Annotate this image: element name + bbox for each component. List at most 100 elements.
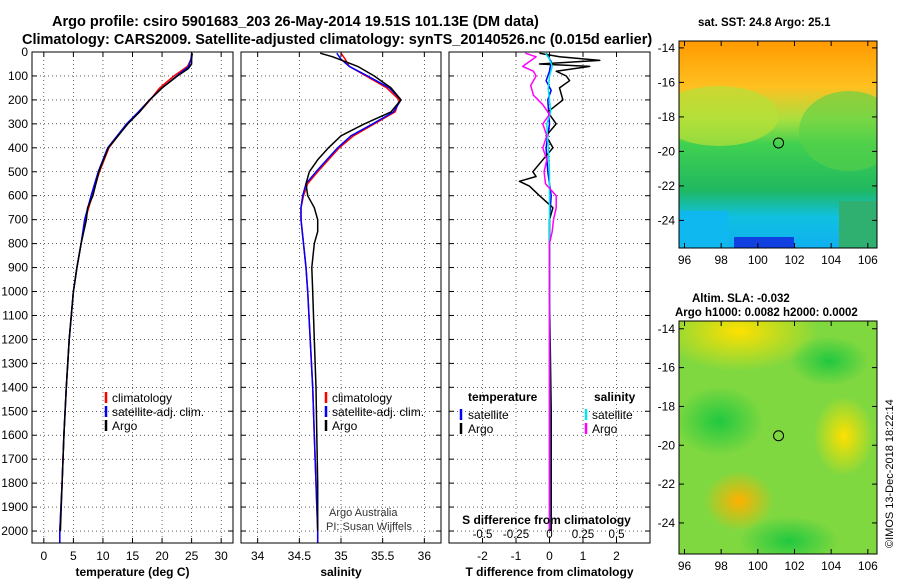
- map-x-tick-label: 96: [678, 253, 692, 267]
- map-x-tick-label: 96: [678, 559, 692, 573]
- legend-header-salinity: salinity: [594, 390, 636, 404]
- map-frame: [678, 40, 878, 249]
- x-tick-label: 34: [251, 549, 265, 563]
- credit-line-2: PI: Susan Wijffels: [326, 521, 412, 533]
- y-tick-label: 1800: [1, 476, 28, 490]
- panel-salinity: 34 34.5 35 35.5 36 salinity climatologysatelli…: [240, 51, 442, 579]
- secondary-x-tick-label: 0.5: [609, 529, 625, 541]
- secondary-x-tick-label: 0.25: [572, 529, 594, 541]
- y-tick-label: 600: [8, 189, 28, 203]
- map-y-tick-label: -20: [658, 438, 676, 452]
- map-x-tick-label: 102: [784, 559, 804, 573]
- sla-low: [789, 336, 869, 386]
- x-tick-label: -2: [477, 549, 488, 563]
- legend-label: climatology: [112, 391, 172, 405]
- x-tick-label: 0: [40, 549, 47, 563]
- sst-features: [679, 86, 877, 248]
- y-tick-label: 1900: [1, 500, 28, 514]
- x-tick-label: 35: [334, 549, 348, 563]
- sst-patch: [839, 201, 877, 248]
- x-tick-label: 5: [70, 549, 77, 563]
- map-y-tick-label: -22: [658, 477, 676, 491]
- map-x-tick-label: 104: [821, 253, 841, 267]
- legend-label: satellite-adj. clim.: [112, 405, 204, 419]
- credit-line-1: Argo Australia: [329, 507, 398, 519]
- x-tick-label: 10: [96, 549, 110, 563]
- map-y-tick-label: -24: [658, 213, 676, 227]
- y-tick-label: 1300: [1, 356, 28, 370]
- map-y-tick-label: -20: [658, 144, 676, 158]
- profile-location-marker: [773, 137, 785, 149]
- map-x-tick-label: 102: [784, 253, 804, 267]
- y-tick-label: 1400: [1, 380, 28, 394]
- sst-map-title: sat. SST: 24.8 Argo: 25.1: [698, 17, 831, 29]
- y-tick-label: 100: [8, 69, 28, 83]
- y-tick-label: 1600: [1, 428, 28, 442]
- map-y-tick-label: -22: [658, 179, 676, 193]
- sla-peak: [704, 471, 774, 531]
- legend-label: satellite: [468, 408, 509, 422]
- series-line-argo: [305, 52, 402, 531]
- panel-differences: -2 -1 0 1 2 T difference from climatology temp…: [448, 51, 651, 579]
- secondary-x-tick-label: -0.25: [503, 529, 529, 541]
- map-frame: [678, 320, 878, 555]
- legend-label: climatology: [332, 391, 392, 405]
- x-axis-label: temperature (deg C): [75, 565, 189, 579]
- sla-low: [679, 386, 764, 456]
- sla-high: [814, 396, 874, 476]
- sst-cool-patch: [679, 211, 729, 248]
- y-tick-label: 2000: [1, 524, 28, 538]
- satellite-maps: 96 98 100 102 104 106 -14 -16 -18 -20 -22 -24 96 98 10…: [658, 40, 878, 573]
- secondary-x-tick-label: 0: [546, 529, 552, 541]
- legend-label: Argo: [592, 422, 618, 436]
- x-tick-label: 34.5: [288, 549, 312, 563]
- x-tick-label: 20: [155, 549, 169, 563]
- panel-temperature: 0 5 10 15 20 25 30 temperature (deg C) 0 100 200 30…: [1, 45, 234, 579]
- panel-background: [241, 52, 441, 543]
- x-axis-label: T difference from climatology: [465, 565, 633, 579]
- sst-map: 96 98 100 102 104 106 -14 -16 -18 -20 -22 -24: [658, 40, 878, 267]
- sla-low: [739, 516, 839, 554]
- x-axis-label: salinity: [320, 565, 362, 579]
- y-tick-label: 200: [8, 93, 28, 107]
- map-y-tick-label: -14: [658, 322, 676, 336]
- map-x-tick-label: 100: [748, 559, 768, 573]
- y-tick-label: 1200: [1, 332, 28, 346]
- series-line-argo: [521, 52, 557, 531]
- map-y-tick-label: -18: [658, 399, 676, 413]
- secondary-x-tick-label: -0.5: [473, 529, 493, 541]
- legend-label: Argo: [332, 419, 358, 433]
- legend-label: Argo: [112, 419, 138, 433]
- sla-features: [679, 321, 874, 554]
- map-y-tick-label: -14: [658, 41, 676, 55]
- y-tick-label: 900: [8, 261, 28, 275]
- sst-cold-patch: [734, 237, 794, 248]
- x-tick-label: -1: [511, 549, 522, 563]
- sla-map-title-2: Argo h1000: 0.0082 h2000: 0.0002: [675, 307, 858, 319]
- y-tick-label: 1700: [1, 452, 28, 466]
- legend-label: Argo: [468, 422, 494, 436]
- series-line-argo: [59, 53, 193, 532]
- y-tick-label: 800: [8, 237, 28, 251]
- legend-header-temperature: temperature: [468, 390, 538, 404]
- map-y-tick-label: -16: [658, 75, 676, 89]
- x-tick-label: 30: [214, 549, 228, 563]
- y-tick-label: 1500: [1, 404, 28, 418]
- panel-background: [32, 52, 233, 543]
- sla-high: [679, 321, 819, 371]
- legend-label: satellite: [592, 408, 633, 422]
- y-tick-label: 500: [8, 165, 28, 179]
- x-tick-label: 2: [613, 549, 620, 563]
- y-tick-label: 0: [21, 45, 28, 59]
- x-tick-label: 1: [580, 549, 587, 563]
- map-x-tick-label: 106: [858, 559, 878, 573]
- map-y-tick-label: -16: [658, 361, 676, 375]
- sst-patch: [799, 91, 877, 171]
- figure-title-line2: Climatology: CARS2009. Satellite-adjuste…: [22, 32, 652, 48]
- y-tick-label: 300: [8, 117, 28, 131]
- x-tick-label: 15: [126, 549, 140, 563]
- secondary-x-axis-label: S difference from climatology: [462, 513, 631, 527]
- map-x-tick-label: 100: [748, 253, 768, 267]
